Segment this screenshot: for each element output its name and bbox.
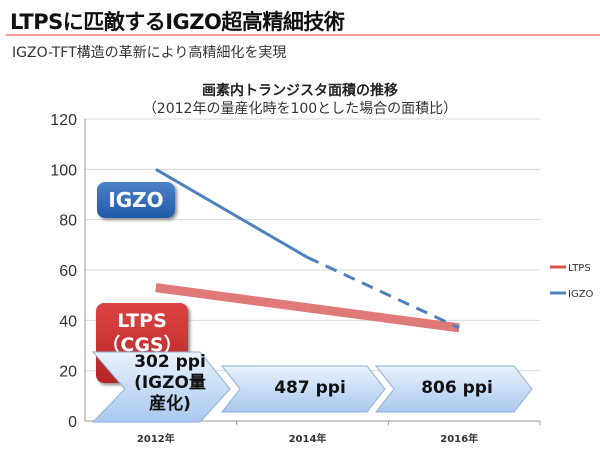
- ppi-label-2012: 302 ppi (IGZO量 産化): [120, 352, 220, 415]
- page-subtitle: IGZO-TFT構造の革新により高精細化を実現: [12, 45, 287, 61]
- series-ltps-segment: [155, 283, 309, 313]
- ppi-2012-line1: 302 ppi: [134, 352, 206, 372]
- series-ltps-segment: [306, 303, 460, 333]
- ltps-badge-line2: （CGS）: [101, 334, 183, 356]
- y-tick-label: 20: [59, 364, 77, 381]
- series-igzo-segment: [155, 168, 309, 259]
- y-tick-label: 100: [50, 162, 77, 179]
- y-tick-label: 40: [59, 313, 77, 330]
- ppi-label-2014: 487 ppi: [274, 378, 346, 398]
- chart-title: 画素内トランジスタ面積の推移: [202, 83, 398, 99]
- ppi-2012-line2: (IGZO量: [134, 373, 206, 393]
- x-tick-label: 2014年: [289, 432, 327, 445]
- x-tick-label: 2012年: [137, 432, 175, 445]
- ppi-2012-line3: 産化): [149, 394, 191, 414]
- legend-label-igzo: IGZO: [568, 289, 594, 300]
- y-tick-label: 60: [59, 263, 77, 280]
- y-tick-label: 120: [50, 112, 77, 129]
- x-tick-label: 2016年: [440, 432, 478, 445]
- ppi-arrow-2014: [220, 365, 386, 413]
- page-title: LTPSに匹敵するIGZO超高精細技術: [10, 10, 345, 34]
- igzo-badge: IGZO: [97, 182, 175, 218]
- ppi-label-2016: 806 ppi: [421, 378, 493, 398]
- legend-label-ltps: LTPS: [568, 263, 591, 274]
- ppi-arrow-2012: [91, 351, 231, 423]
- ppi-arrow-2016: [374, 365, 533, 413]
- series-igzo-segment: [306, 256, 460, 330]
- y-tick-label: 0: [68, 414, 77, 431]
- ltps-badge-line1: LTPS: [117, 310, 167, 332]
- y-tick-label: 80: [59, 213, 77, 230]
- chart-subtitle: （2012年の量産化時を100とした場合の面積比）: [142, 101, 458, 117]
- title-divider: [6, 34, 600, 36]
